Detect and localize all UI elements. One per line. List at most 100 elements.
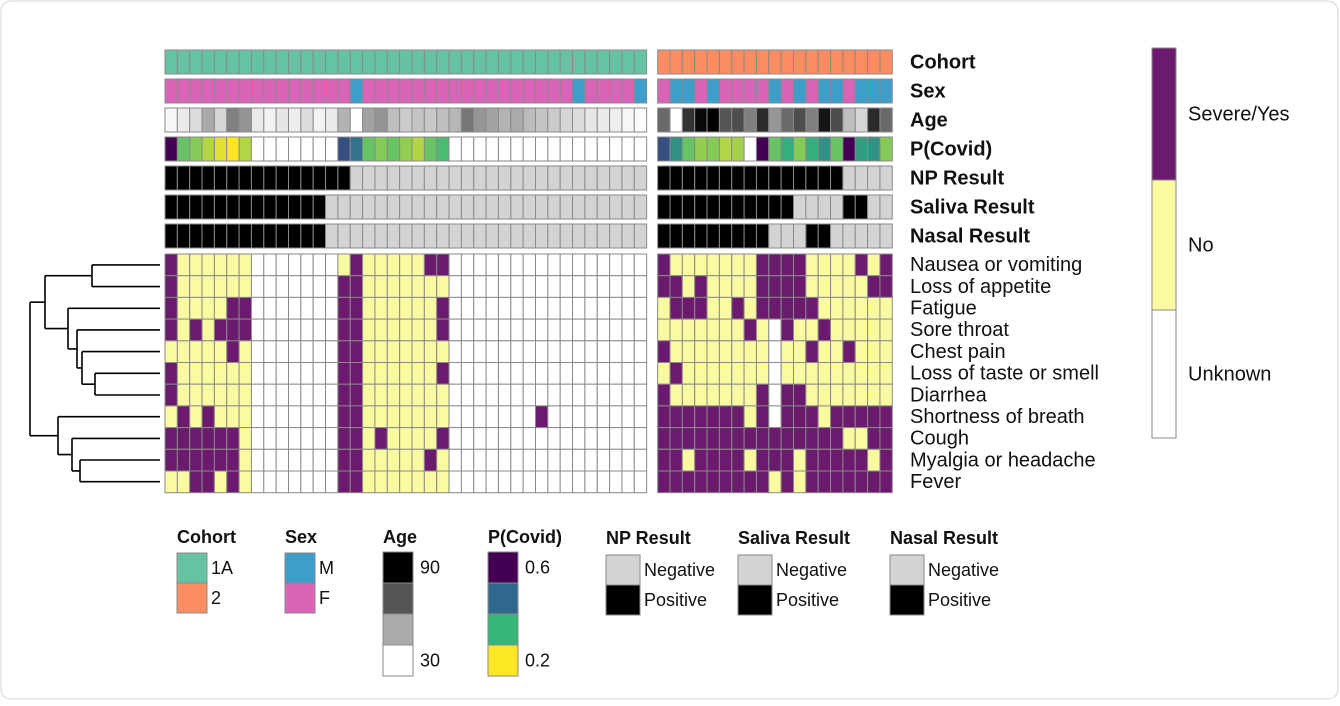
annotation-cell bbox=[755, 223, 770, 249]
heatmap-cell bbox=[399, 383, 413, 407]
heatmap-cell bbox=[830, 405, 844, 429]
legend-label: Positive bbox=[644, 590, 707, 610]
heatmap-cell bbox=[238, 405, 252, 429]
annotation-cell bbox=[793, 223, 807, 249]
legend-swatch bbox=[605, 584, 641, 616]
annotation-cell bbox=[706, 49, 720, 75]
heatmap-cell bbox=[731, 383, 745, 407]
annotation-cell bbox=[485, 223, 499, 249]
legend-label: Severe/Yes bbox=[1188, 103, 1290, 125]
heatmap-cell bbox=[362, 470, 376, 494]
annotation-cell bbox=[436, 107, 450, 133]
heatmap-cell bbox=[681, 340, 696, 363]
heatmap-cell bbox=[325, 340, 339, 363]
heatmap-cell bbox=[362, 253, 376, 277]
heatmap-cell bbox=[263, 340, 277, 363]
heatmap-cell bbox=[510, 318, 524, 342]
heatmap-cell bbox=[423, 362, 438, 385]
annotation-label: Cohort bbox=[910, 51, 976, 73]
heatmap-cell bbox=[743, 296, 757, 320]
legend-label: No bbox=[1188, 234, 1214, 256]
heatmap-cell bbox=[510, 340, 524, 363]
heatmap-cell bbox=[657, 405, 671, 429]
heatmap-cell bbox=[621, 448, 635, 472]
heatmap-cell bbox=[793, 427, 807, 450]
heatmap-cell bbox=[657, 470, 671, 494]
heatmap-cell bbox=[633, 383, 648, 407]
annotation-cell bbox=[238, 107, 252, 133]
heatmap-cell bbox=[755, 427, 770, 450]
legend-label: M bbox=[319, 558, 334, 578]
heatmap-cell bbox=[460, 427, 475, 450]
heatmap-cell bbox=[374, 427, 388, 450]
heatmap-cell bbox=[768, 383, 782, 407]
annotation-cell bbox=[337, 49, 351, 75]
annotation-cell bbox=[473, 223, 487, 249]
heatmap-cell bbox=[337, 318, 351, 342]
heatmap-cell bbox=[300, 470, 314, 494]
heatmap-cell bbox=[706, 275, 720, 298]
annotation-cell bbox=[559, 194, 574, 220]
annotation-cell bbox=[460, 136, 475, 162]
annotation-cell bbox=[657, 136, 671, 162]
heatmap-cell bbox=[213, 362, 228, 385]
annotation-cell bbox=[275, 107, 289, 133]
heatmap-cell bbox=[879, 275, 893, 298]
heatmap-cell bbox=[793, 362, 807, 385]
annotation-cell bbox=[300, 78, 314, 104]
heatmap-cell bbox=[854, 275, 869, 298]
heatmap-cell bbox=[288, 427, 302, 450]
annotation-cell bbox=[473, 49, 487, 75]
heatmap-cell bbox=[510, 427, 524, 450]
heatmap-cell bbox=[337, 405, 351, 429]
annotation-cell bbox=[386, 107, 401, 133]
annotation-cell bbox=[559, 223, 574, 249]
heatmap-cell bbox=[213, 405, 228, 429]
annotation-cell bbox=[596, 107, 611, 133]
heatmap-cell bbox=[584, 340, 598, 363]
heatmap-cell bbox=[621, 318, 635, 342]
heatmap-cell bbox=[621, 253, 635, 277]
heatmap-cell bbox=[176, 470, 191, 494]
heatmap-cell bbox=[842, 296, 856, 320]
annotation-cell bbox=[201, 49, 215, 75]
heatmap-cell bbox=[780, 340, 795, 363]
heatmap-cell bbox=[411, 470, 425, 494]
heatmap-cell bbox=[669, 340, 683, 363]
annotation-cell bbox=[706, 136, 720, 162]
annotation-cell bbox=[718, 136, 733, 162]
annotation-cell bbox=[633, 107, 648, 133]
heatmap-cell bbox=[780, 296, 795, 320]
heatmap-cell bbox=[473, 318, 487, 342]
annotation-cell bbox=[436, 165, 450, 191]
annotation-cell bbox=[755, 107, 770, 133]
heatmap-cell bbox=[609, 296, 623, 320]
annotation-cell bbox=[718, 223, 733, 249]
heatmap-cell bbox=[448, 275, 462, 298]
heatmap-cell bbox=[250, 275, 265, 298]
heatmap-cell bbox=[238, 253, 252, 277]
heatmap-cell bbox=[633, 318, 648, 342]
legend-swatch bbox=[1151, 309, 1177, 439]
heatmap-cell bbox=[535, 427, 549, 450]
annotation-cell bbox=[362, 107, 376, 133]
annotation-cell bbox=[731, 107, 745, 133]
heatmap-cell bbox=[189, 362, 203, 385]
legend-label: Positive bbox=[776, 590, 839, 610]
annotation-cell bbox=[572, 194, 586, 220]
heatmap-cell bbox=[362, 275, 376, 298]
annotation-cell bbox=[522, 194, 537, 220]
heatmap-cell bbox=[559, 448, 574, 472]
heatmap-cell bbox=[510, 470, 524, 494]
annotation-cell bbox=[337, 107, 351, 133]
annotation-cell bbox=[201, 194, 215, 220]
annotation-cell bbox=[374, 107, 388, 133]
annotation-cell bbox=[201, 165, 215, 191]
annotation-cell bbox=[386, 165, 401, 191]
heatmap-cell bbox=[817, 340, 832, 363]
heatmap-cell bbox=[263, 383, 277, 407]
heatmap-cell bbox=[176, 318, 191, 342]
heatmap-cell bbox=[572, 470, 586, 494]
heatmap-cell bbox=[226, 275, 240, 298]
